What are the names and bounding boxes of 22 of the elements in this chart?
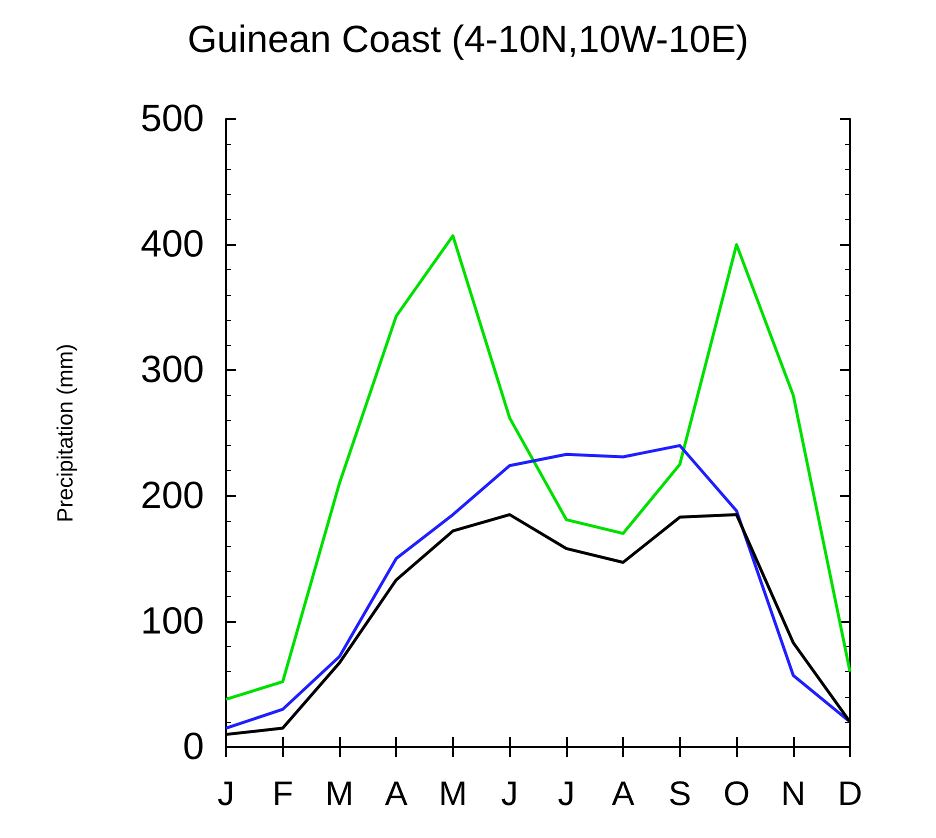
line-series [224,234,852,701]
x-tick-label: J [218,775,234,813]
line-series [224,444,852,730]
x-tick-label: F [272,775,294,813]
y-axis-title: Precipitation (mm) [52,344,78,522]
x-tick-label: M [438,775,468,813]
x-tick-label: J [558,775,575,813]
y-tick-label: 200 [140,474,204,517]
x-tick-label: D [838,775,862,813]
x-tick-label: A [384,775,408,813]
x-tick-label: O [723,775,750,813]
x-tick-label: A [612,775,635,813]
y-tick-label: 0 [182,726,204,768]
y-tick-label: 500 [140,98,204,140]
y-tick-label: 400 [140,224,204,266]
x-tick-label: M [325,775,354,813]
x-tick-label: N [780,775,806,813]
x-tick-label: S [668,775,692,813]
x-tick-label: J [501,775,518,813]
y-tick-label: 100 [140,600,204,642]
y-tick-label: 300 [140,349,204,392]
chart-title: Guinean Coast (4-10N,10W-10E) [187,19,749,61]
